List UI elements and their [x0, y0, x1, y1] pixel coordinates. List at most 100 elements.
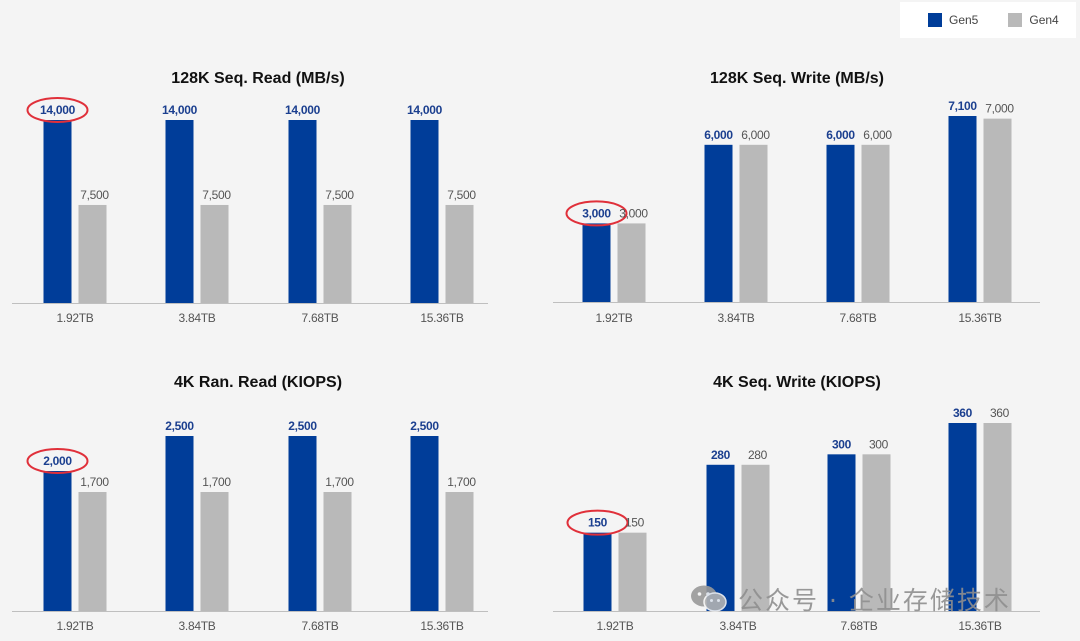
data-label-gen5-1.92TB: 3,000: [582, 206, 611, 220]
highlight-circle: [566, 509, 629, 536]
chart-title-ran-read: 4K Ran. Read (KIOPS): [173, 374, 343, 391]
data-label-gen5-15.36TB: 2,500: [410, 419, 439, 433]
data-label-gen5-7.68TB: 6,000: [826, 128, 855, 142]
legend: Gen5 Gen4: [900, 2, 1076, 38]
chart-title-seq-write: 128K Seq. Write (MB/s): [710, 70, 884, 87]
bar-gen4-7.68TB: [323, 204, 352, 303]
data-label-gen4-15.36TB: 7,500: [447, 188, 476, 202]
bar-gen5-1.92TB: [43, 120, 72, 303]
bar-gen5-1.92TB: [582, 223, 611, 302]
legend-swatch-gen5: [928, 13, 942, 27]
data-label-gen5-1.92TB: 2,000: [43, 454, 72, 468]
bar-gen4-3.84TB: [741, 464, 770, 611]
bar-gen4-3.84TB: [200, 492, 229, 611]
bar-gen5-3.84TB: [165, 120, 194, 303]
category-label-7.68TB: 7.68TB: [302, 311, 339, 325]
data-label-gen4-7.68TB: 300: [869, 437, 889, 451]
legend-item-gen5: Gen5: [928, 13, 978, 27]
data-label-gen4-1.92TB: 3,000: [619, 206, 648, 220]
data-label-gen4-7.68TB: 1,700: [325, 475, 354, 489]
bar-gen5-3.84TB: [704, 144, 733, 302]
legend-swatch-gen4: [1008, 13, 1023, 27]
bar-gen4-3.84TB: [739, 144, 768, 302]
bar-gen4-15.36TB: [983, 423, 1012, 611]
category-label-1.92TB: 1.92TB: [597, 619, 634, 633]
category-label-7.68TB: 7.68TB: [840, 311, 877, 325]
bar-gen5-1.92TB: [583, 532, 612, 611]
category-label-7.68TB: 7.68TB: [302, 619, 339, 633]
bar-gen4-7.68TB: [861, 144, 890, 302]
bar-gen5-15.36TB: [410, 120, 439, 303]
data-label-gen5-3.84TB: 280: [711, 448, 731, 462]
bar-gen4-1.92TB: [78, 204, 107, 303]
data-label-gen5-1.92TB: 14,000: [40, 103, 76, 117]
data-label-gen4-3.84TB: 7,500: [202, 188, 231, 202]
wechat-icon: [690, 584, 728, 614]
data-label-gen4-1.92TB: 1,700: [80, 475, 109, 489]
data-label-gen5-1.92TB: 150: [588, 516, 608, 530]
category-label-3.84TB: 3.84TB: [720, 619, 757, 633]
data-label-gen4-15.36TB: 7,000: [985, 102, 1014, 116]
legend-item-gen4: Gen4: [1008, 13, 1059, 27]
data-label-gen5-7.68TB: 2,500: [288, 419, 317, 433]
category-label-1.92TB: 1.92TB: [57, 311, 94, 325]
chart-title-4k-seq-write: 4K Seq. Write (KIOPS): [713, 374, 881, 391]
bar-gen5-15.36TB: [410, 436, 439, 611]
bar-gen4-15.36TB: [445, 204, 474, 303]
category-label-3.84TB: 3.84TB: [718, 311, 755, 325]
data-label-gen4-3.84TB: 280: [748, 448, 768, 462]
highlight-circle: [565, 200, 628, 227]
data-label-gen4-3.84TB: 1,700: [202, 475, 231, 489]
bar-gen4-1.92TB: [78, 492, 107, 611]
data-label-gen5-15.36TB: 7,100: [948, 99, 977, 113]
data-label-gen4-15.36TB: 360: [990, 406, 1010, 420]
highlight-circle: [26, 97, 89, 123]
chart-title-seq-read: 128K Seq. Read (MB/s): [171, 70, 345, 87]
bar-gen5-3.84TB: [706, 464, 735, 611]
category-label-15.36TB: 15.36TB: [420, 311, 464, 325]
bar-gen5-7.68TB: [826, 144, 855, 302]
category-label-3.84TB: 3.84TB: [179, 311, 216, 325]
bar-gen4-7.68TB: [862, 454, 891, 611]
bar-gen4-15.36TB: [445, 492, 474, 611]
bar-gen5-1.92TB: [43, 471, 72, 611]
watermark-text: 公众号 · 企业存储技术: [738, 586, 1011, 615]
data-label-gen5-7.68TB: 300: [832, 437, 852, 451]
data-label-gen5-15.36TB: 14,000: [407, 103, 443, 117]
bar-gen4-7.68TB: [323, 492, 352, 611]
data-label-gen5-15.36TB: 360: [953, 406, 973, 420]
data-label-gen4-1.92TB: 150: [625, 516, 645, 530]
category-label-7.68TB: 7.68TB: [841, 619, 878, 633]
bar-gen4-15.36TB: [983, 118, 1012, 302]
bar-gen5-7.68TB: [288, 436, 317, 611]
watermark: 公众号 · 企业存储技术: [690, 578, 1060, 620]
data-label-gen4-7.68TB: 7,500: [325, 188, 354, 202]
bar-gen5-15.36TB: [948, 116, 977, 302]
bar-gen4-1.92TB: [617, 223, 646, 302]
data-label-gen4-7.68TB: 6,000: [863, 128, 892, 142]
category-label-3.84TB: 3.84TB: [179, 619, 216, 633]
category-label-1.92TB: 1.92TB: [596, 311, 633, 325]
legend-label-gen5: Gen5: [949, 13, 979, 27]
category-label-15.36TB: 15.36TB: [958, 619, 1002, 633]
bar-gen5-3.84TB: [165, 436, 194, 611]
data-label-gen4-1.92TB: 7,500: [80, 188, 109, 202]
data-label-gen5-3.84TB: 6,000: [704, 128, 733, 142]
bar-gen5-7.68TB: [288, 120, 317, 303]
category-label-1.92TB: 1.92TB: [57, 619, 94, 633]
data-label-gen4-15.36TB: 1,700: [447, 475, 476, 489]
highlight-circle: [26, 448, 89, 474]
data-label-gen5-3.84TB: 14,000: [162, 103, 198, 117]
bar-gen4-3.84TB: [200, 204, 229, 303]
category-label-15.36TB: 15.36TB: [958, 311, 1002, 325]
data-label-gen4-3.84TB: 6,000: [741, 128, 770, 142]
data-label-gen5-7.68TB: 14,000: [285, 103, 321, 117]
data-label-gen5-3.84TB: 2,500: [165, 419, 194, 433]
bar-gen4-1.92TB: [618, 532, 647, 611]
bar-gen5-7.68TB: [827, 454, 856, 611]
bar-gen5-15.36TB: [948, 423, 977, 611]
legend-label-gen4: Gen4: [1029, 13, 1059, 27]
category-label-15.36TB: 15.36TB: [420, 619, 464, 633]
